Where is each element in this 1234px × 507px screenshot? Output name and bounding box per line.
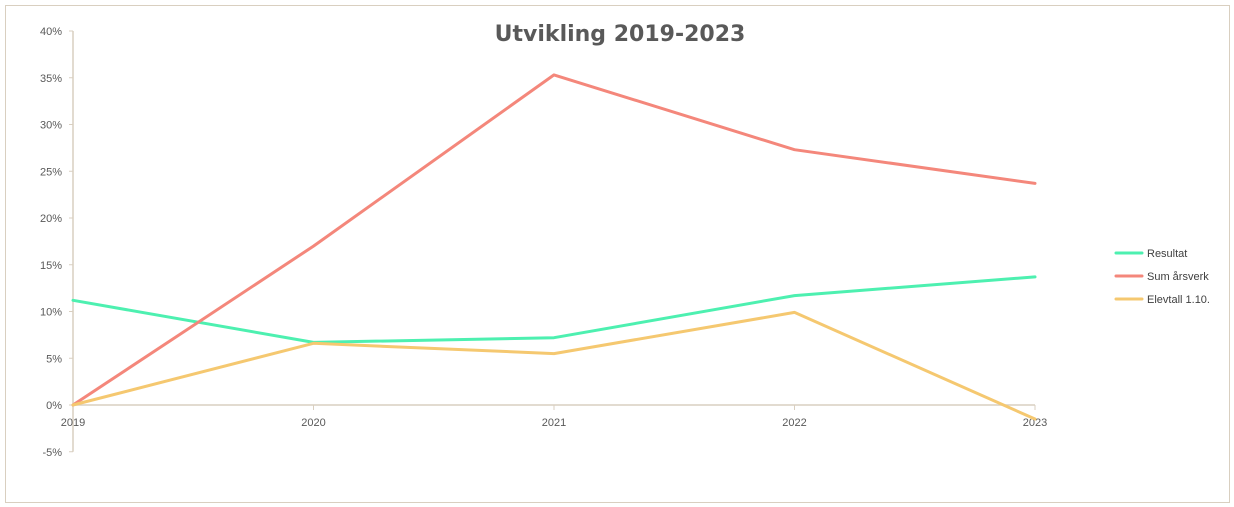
x-tick-label: 2021 [542, 417, 566, 429]
series-line [71, 275, 1037, 344]
x-tick-label: 2020 [301, 417, 325, 429]
chart-frame [5, 5, 1230, 503]
series-line [71, 73, 1037, 407]
legend-label: Sum årsverk [1147, 271, 1209, 283]
y-tick-label: 35% [40, 73, 62, 85]
y-tick-label: 10% [40, 307, 62, 319]
x-tick-label: 2023 [1023, 417, 1047, 429]
y-tick-label: 15% [40, 260, 62, 272]
y-tick-label: 20% [40, 213, 62, 225]
series-lines [71, 73, 1037, 421]
x-tick-label: 2022 [782, 417, 806, 429]
legend-label: Resultat [1147, 248, 1187, 260]
legend: Resultat Sum årsverk Elevtall 1.10. [1114, 248, 1210, 306]
y-tick-label: 25% [40, 166, 62, 178]
y-tick-label: -5% [42, 447, 62, 459]
series-line [71, 310, 1037, 421]
y-tick-label: 5% [46, 353, 62, 365]
y-tick-label: 30% [40, 120, 62, 132]
y-axis: -5% 0% 5% 10% 15% 20% 25% 30% 35% 40% [40, 26, 74, 459]
y-tick-label: 40% [40, 26, 62, 38]
x-axis: 2019 2020 2021 2022 2023 [61, 404, 1047, 429]
y-tick-label: 0% [46, 400, 62, 412]
legend-label: Elevtall 1.10. [1147, 294, 1210, 306]
x-tick-label: 2019 [61, 417, 85, 429]
chart-title: Utvikling 2019-2023 [495, 22, 746, 47]
